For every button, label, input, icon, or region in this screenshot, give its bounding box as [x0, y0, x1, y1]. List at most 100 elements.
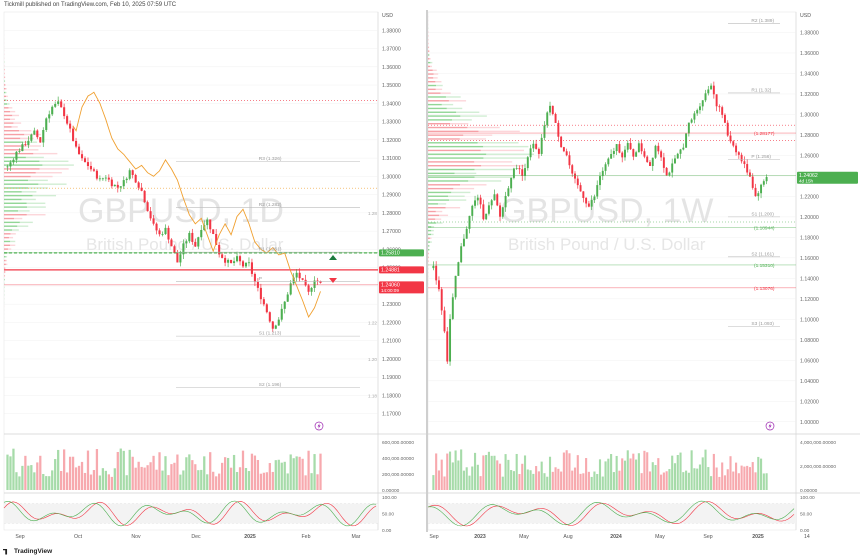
volume-bar: [152, 455, 155, 490]
volume-profile-bar: [428, 130, 479, 133]
candle-body: [651, 157, 654, 166]
volume-bar: [313, 454, 316, 490]
volume-profile-bar: [428, 142, 478, 144]
volume-bar: [698, 464, 702, 490]
volume-profile-bar: [39, 160, 69, 162]
volume-profile-bar: [4, 95, 7, 98]
y-tick-label: 1.34000: [800, 71, 819, 77]
volume-bar: [36, 462, 39, 490]
candle-body: [746, 164, 749, 173]
candle-body: [80, 154, 84, 159]
candle-body: [54, 103, 57, 107]
volume-profile-bar: [445, 96, 461, 98]
candle-body: [244, 262, 248, 267]
daily-chart-pane[interactable]: 1.38000 1.37000 1.36000 1.35000 1.34000 1.330…: [3, 11, 426, 540]
volume-bar: [158, 452, 161, 490]
volume-profile-bar: [428, 149, 481, 152]
volume-bar: [557, 468, 560, 490]
volume-profile-bar: [4, 160, 40, 162]
volume-bar: [232, 454, 236, 490]
candle-body: [526, 157, 529, 169]
candle-body: [482, 204, 485, 220]
volume-profile-bar: [24, 133, 41, 136]
candle-body: [582, 191, 585, 198]
candle-body: [660, 151, 663, 158]
x-tick-label: 2023: [474, 534, 486, 540]
volume-profile-bar: [6, 95, 8, 98]
candle-body: [39, 137, 42, 143]
candle-body: [732, 141, 735, 146]
pivot-label: S2 (1.196): [259, 382, 282, 388]
y-tick-label: 1.35000: [382, 83, 401, 89]
y-tick-label: 1.29000: [382, 193, 401, 199]
volume-bar: [715, 467, 718, 490]
volume-profile-bar: [5, 84, 6, 86]
candle-body: [48, 114, 51, 119]
volume-profile-bar: [437, 203, 447, 205]
volume-profile-bar: [428, 46, 430, 49]
watermark-name: British Pound / U.S. Dollar: [508, 235, 706, 254]
volume-bar: [9, 456, 12, 490]
candle-body: [715, 94, 718, 107]
volume-profile-bar: [436, 84, 443, 87]
pivot-label: R2 (1.389): [751, 18, 774, 24]
volume-profile-bar: [428, 161, 475, 163]
volume-bar: [554, 467, 557, 490]
volume-profile-bar: [38, 183, 67, 185]
volume-bar: [579, 473, 582, 490]
volume-profile-bar: [428, 92, 441, 94]
volume-profile-bar: [428, 241, 431, 243]
candle-body: [134, 174, 137, 183]
volume-bar: [244, 468, 248, 490]
volume-profile-bar: [428, 96, 446, 98]
volume-profile-bar: [428, 73, 434, 75]
volume-profile-bar: [428, 123, 451, 125]
volume-bar: [274, 460, 277, 490]
volume-bar: [134, 467, 137, 490]
volume-profile-bar: [428, 107, 447, 110]
volume-bar: [307, 450, 310, 490]
weekly-chart-pane[interactable]: 1.38000 1.36000 1.34000 1.32000 1.30000 1.280…: [427, 11, 860, 540]
volume-profile-bar: [430, 241, 432, 243]
volume-profile-bar: [35, 172, 62, 174]
volume-tick-label: 600,000.00000: [382, 440, 414, 446]
volume-profile-bar: [6, 99, 8, 101]
volume-bar: [501, 476, 504, 490]
oscillator-line: [427, 501, 795, 527]
volume-bar: [585, 458, 588, 490]
candle-body: [212, 229, 215, 235]
candle-body: [676, 153, 679, 159]
volume-bar: [590, 476, 593, 490]
candle-body: [471, 205, 474, 216]
volume-bar: [440, 459, 443, 490]
volume-profile-bar: [33, 152, 58, 155]
volume-profile-bar: [428, 58, 430, 60]
volume-profile-bar: [4, 202, 27, 204]
volume-profile-bar: [10, 244, 16, 246]
candle-body: [440, 289, 443, 311]
candle-body: [740, 154, 743, 162]
candle-body: [149, 211, 152, 219]
candle-body: [718, 106, 721, 108]
volume-bar: [164, 456, 167, 490]
volume-profile-bar: [4, 133, 25, 136]
volume-bar: [280, 462, 283, 490]
candle-body: [259, 287, 262, 300]
volume-profile-bar: [478, 130, 520, 133]
y-tick-label: 1.22000: [800, 194, 819, 200]
y-tick-label: 1.27000: [382, 229, 401, 235]
price-tag-label: 1.24060: [381, 283, 400, 289]
tradingview-brand[interactable]: TradingView: [3, 548, 52, 555]
candle-body: [110, 179, 113, 187]
volume-profile-bar: [4, 191, 22, 193]
volume-profile-bar: [5, 88, 7, 90]
y-tick-label: 1.30000: [800, 112, 819, 118]
candle-body: [679, 149, 682, 154]
volume-profile-bar: [428, 218, 436, 220]
volume-bar: [128, 449, 131, 490]
volume-profile-bar: [428, 69, 433, 71]
volume-bar: [83, 472, 87, 490]
candle-body: [760, 184, 763, 194]
volume-profile-bar: [10, 233, 16, 235]
